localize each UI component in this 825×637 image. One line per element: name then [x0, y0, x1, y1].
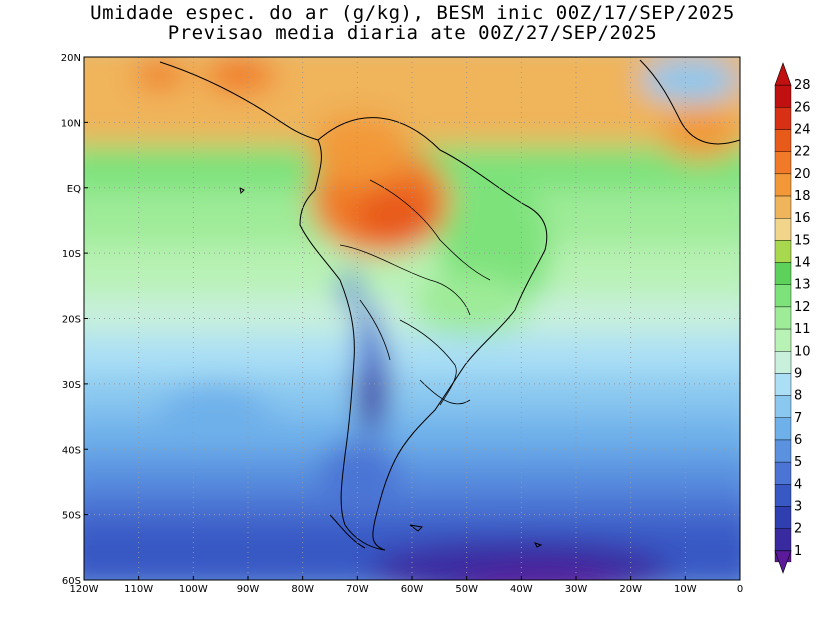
colorbar-label: 7	[794, 411, 802, 426]
lat-axis: 20N 10N EQ 10S 20S 30S 40S 50S 60S	[61, 53, 88, 587]
colorbar-segment	[774, 107, 792, 130]
lon-tick-label: 90W	[237, 584, 260, 595]
colorbar-segment	[774, 506, 792, 529]
lat-tick-label: 10N	[61, 118, 81, 129]
lat-tick-label: 20S	[62, 315, 81, 326]
lon-tick-label: 110W	[124, 584, 153, 595]
colorbar-segment	[774, 484, 792, 507]
lon-tick-label: 40W	[510, 584, 533, 595]
lat-tick-label: 10S	[62, 249, 81, 260]
colorbar-label: 3	[794, 499, 802, 514]
colorbar-label: 2	[794, 522, 802, 537]
colorbar-segment	[774, 195, 792, 219]
colorbar-label: 12	[794, 300, 811, 315]
colorbar-label: 28	[794, 78, 811, 93]
colorbar-segment	[774, 306, 792, 330]
map-subtitle: Previsao media diaria ate 00Z/27/SEP/202…	[167, 22, 658, 44]
colorbar-label: 15	[794, 233, 811, 248]
colorbar-label: 26	[794, 100, 811, 115]
colorbar-label: 14	[794, 256, 811, 271]
lon-tick-label: 120W	[70, 584, 99, 595]
colorbar-label: 5	[794, 455, 802, 470]
lon-tick-label: 100W	[179, 584, 208, 595]
lon-tick-label: 70W	[346, 584, 369, 595]
lat-tick-label: EQ	[67, 184, 81, 195]
colorbar-segment	[774, 417, 792, 441]
lon-tick-label: 20W	[619, 584, 642, 595]
colorbar-label: 24	[794, 123, 811, 138]
colorbar-segment	[774, 351, 792, 374]
colorbar-segment	[774, 84, 792, 108]
colorbar-label: 13	[794, 278, 811, 293]
lon-axis: 120W 110W 100W 90W 80W 70W 60W 50W 40W 30W 20W 10W 0	[70, 576, 743, 595]
colorbar-max-arrow	[774, 62, 792, 86]
map-grid	[84, 57, 740, 580]
colorbar-label: 18	[794, 189, 811, 204]
lon-tick-label: 80W	[291, 584, 314, 595]
lon-tick-label: 30W	[565, 584, 588, 595]
colorbar-label: 11	[794, 322, 811, 337]
colorbar-segment	[774, 528, 792, 552]
lon-tick-label: 10W	[674, 584, 697, 595]
country-borders	[339, 179, 491, 406]
colorbar-min-arrow	[774, 550, 792, 574]
colorbar-label: 6	[794, 433, 802, 448]
colorbar-segment	[774, 218, 792, 241]
humidity-field	[84, 57, 740, 580]
coastlines	[159, 59, 740, 551]
lat-tick-label: 50S	[62, 511, 81, 522]
colorbar-segment	[774, 129, 792, 152]
colorbar-segment	[774, 328, 792, 352]
colorbar-segment	[774, 461, 792, 485]
colorbar-segment	[774, 395, 792, 418]
colorbar-label: 8	[794, 389, 802, 404]
lat-tick-label: 40S	[62, 445, 81, 456]
colorbar-segment	[774, 151, 792, 175]
colorbar-segment	[774, 173, 792, 197]
lat-tick-label: 20N	[61, 53, 81, 64]
colorbar-segment	[774, 373, 792, 396]
colorbar-label: 10	[794, 344, 811, 359]
colorbar-label: 9	[794, 366, 802, 381]
colorbar-label: 16	[794, 211, 811, 226]
colorbar-segment	[774, 439, 792, 463]
colorbar-label: 20	[794, 167, 811, 182]
lon-tick-label: 0	[737, 584, 743, 595]
lon-tick-label: 50W	[455, 584, 478, 595]
colorbar-label: 22	[794, 145, 811, 160]
colorbar-label: 1	[794, 544, 802, 559]
lat-tick-label: 60S	[62, 576, 81, 587]
map-title: Umidade espec. do ar (g/kg), BESM inic 0…	[90, 2, 735, 24]
colorbar-segment	[774, 240, 792, 263]
colorbar-label: 4	[794, 477, 802, 492]
lat-tick-label: 30S	[62, 380, 81, 391]
colorbar-segment	[774, 284, 792, 308]
colorbar-segment	[774, 262, 792, 285]
lon-tick-label: 60W	[401, 584, 424, 595]
